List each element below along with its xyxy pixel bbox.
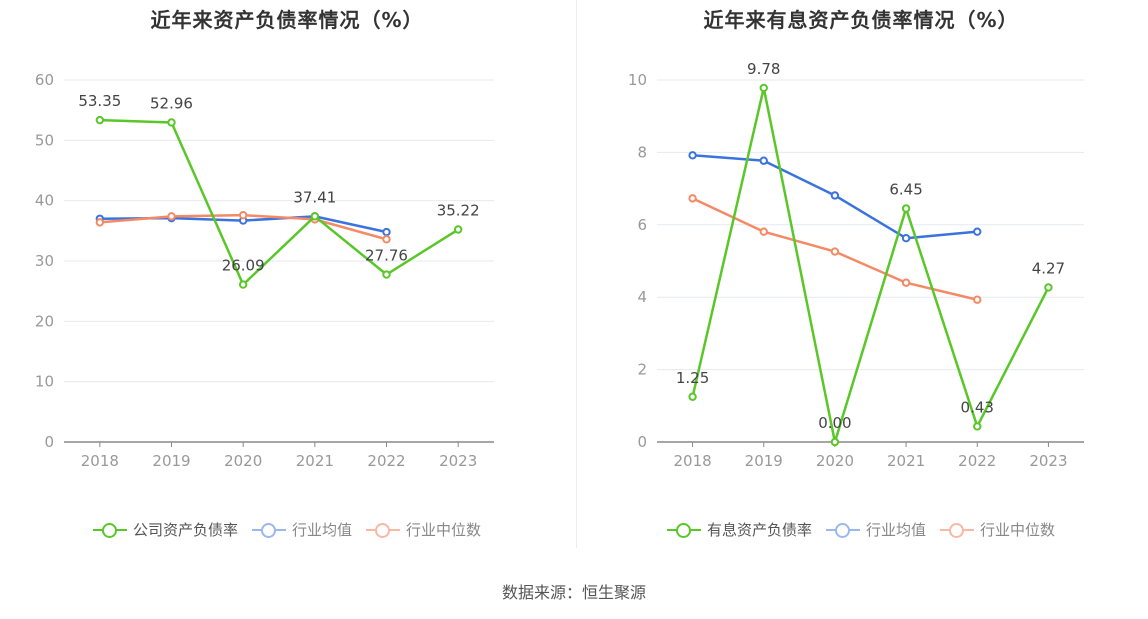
series-company-point	[688, 392, 697, 401]
data-label: 0.00	[818, 414, 851, 432]
series-industry-avg-point	[901, 233, 911, 243]
data-label: 37.41	[293, 188, 336, 206]
series-company-point	[310, 212, 320, 221]
y-tick-label: 0	[637, 433, 647, 451]
x-tick-label: 2018	[81, 452, 119, 470]
y-tick-label: 50	[35, 131, 54, 149]
legend-marker-icon	[940, 522, 974, 538]
series-industry-avg-point	[759, 156, 768, 165]
y-tick-label: 6	[637, 216, 647, 234]
series-company-line	[99, 118, 459, 286]
data-label: 6.45	[889, 181, 922, 199]
y-tick-label: 40	[35, 192, 54, 210]
legend-item-median[interactable]: 行业中位数	[940, 519, 1055, 540]
legend-item-company[interactable]: 公司资产负债率	[92, 519, 238, 540]
legend: 公司资产负债率 行业均值 行业中位数	[0, 519, 574, 540]
legend-label: 公司资产负债率	[132, 521, 238, 539]
x-tick-label: 2019	[745, 452, 783, 470]
x-tick-label: 2018	[673, 452, 711, 470]
legend-marker-icon	[666, 522, 701, 538]
series-company-point	[167, 118, 176, 127]
legend-label: 行业中位数	[406, 521, 482, 539]
data-label: 4.27	[1032, 259, 1065, 277]
x-tick-label: 2020	[224, 452, 262, 470]
y-tick-label: 8	[637, 143, 647, 161]
legend-item-avg[interactable]: 行业均值	[251, 519, 352, 540]
x-tick-label: 2020	[816, 452, 854, 470]
y-tick-label: 10	[35, 373, 54, 391]
series-industry-avg-point	[830, 191, 840, 200]
data-source: 数据来源：恒生聚源	[501, 583, 646, 602]
series-company-point	[1044, 283, 1053, 292]
x-tick-label: 2023	[439, 452, 477, 470]
y-tick-label: 2	[637, 361, 647, 379]
y-tick-label: 0	[44, 433, 54, 451]
data-label: 52.96	[150, 94, 193, 112]
legend: 有息资产负债率 行业均值 行业中位数	[574, 519, 1148, 540]
series-company-point	[382, 270, 391, 279]
series-company-point	[95, 115, 105, 125]
data-label: 0.43	[961, 398, 994, 416]
legend-marker-icon	[366, 522, 400, 538]
y-tick-label: 4	[637, 288, 647, 306]
x-tick-label: 2021	[296, 452, 334, 470]
legend-item-avg[interactable]: 行业均值	[825, 519, 926, 540]
legend-marker-icon	[92, 522, 127, 538]
data-label: 35.22	[437, 202, 480, 220]
legend-item-median[interactable]: 行业中位数	[366, 519, 481, 540]
data-label: 27.76	[365, 247, 408, 265]
chart-plot: 0 10 20 30 40 50 60 2018 2019 2020 2021 2022 2023 53.…	[35, 71, 494, 470]
series-industry-median-point	[973, 295, 982, 304]
y-tick-label: 60	[35, 71, 54, 89]
series-industry-median-point	[830, 247, 840, 256]
series-industry-median-point	[759, 227, 768, 236]
series-industry-avg-point	[382, 227, 391, 237]
chart-title: 近年来资产负债率情况（%）	[150, 8, 424, 32]
data-label: 53.35	[78, 92, 121, 110]
series-industry-avg-point	[973, 227, 982, 236]
series-company-point	[453, 225, 463, 234]
series-industry-median-point	[382, 235, 391, 244]
x-tick-label: 2022	[367, 452, 405, 470]
legend-label: 有息资产负债率	[706, 521, 812, 539]
series-industry-avg-point	[688, 151, 697, 160]
series-industry-median-point	[688, 194, 697, 203]
x-tick-label: 2022	[958, 452, 996, 470]
series-industry-median-point	[95, 218, 105, 227]
legend-marker-icon	[251, 522, 286, 538]
series-company-point	[238, 280, 248, 289]
data-label: 9.78	[747, 60, 780, 78]
data-label: 1.25	[676, 369, 709, 387]
series-company-point	[759, 83, 768, 93]
chart-plot: 0 2 4 6 8 10 2018 2019 2020 2021 2022 2023 1.25 9.78 0…	[628, 60, 1084, 470]
legend-label: 行业均值	[865, 521, 926, 539]
data-label: 26.09	[222, 257, 265, 275]
series-company-line	[691, 86, 1050, 444]
chart-panel-debt-ratio: 近年来资产负债率情况（%） 0 10 20 30 40 50 60 2018 2019 2020 2…	[0, 0, 574, 560]
legend-label: 行业均值	[291, 521, 352, 539]
series-company-point	[830, 437, 840, 447]
panel-divider	[576, 0, 577, 548]
series-industry-median-point	[901, 278, 911, 287]
legend-label: 行业中位数	[980, 521, 1056, 539]
x-tick-label: 2019	[152, 452, 190, 470]
y-tick-label: 10	[628, 71, 647, 89]
x-tick-label: 2021	[887, 452, 925, 470]
series-industry-median-point	[167, 212, 176, 221]
y-tick-label: 20	[35, 312, 54, 330]
series-company-point	[973, 422, 982, 431]
series-industry-median-point	[238, 210, 248, 220]
series-company-point	[901, 204, 911, 213]
legend-item-company[interactable]: 有息资产负债率	[666, 519, 812, 540]
legend-marker-icon	[825, 522, 860, 538]
chart-panel-interest-debt-ratio: 近年来有息资产负债率情况（%） 0 2 4 6 8 10 2018 2019 2020 2021 2…	[574, 0, 1148, 560]
x-tick-label: 2023	[1029, 452, 1067, 470]
y-tick-label: 30	[35, 252, 54, 270]
chart-title: 近年来有息资产负债率情况（%）	[703, 8, 1019, 32]
